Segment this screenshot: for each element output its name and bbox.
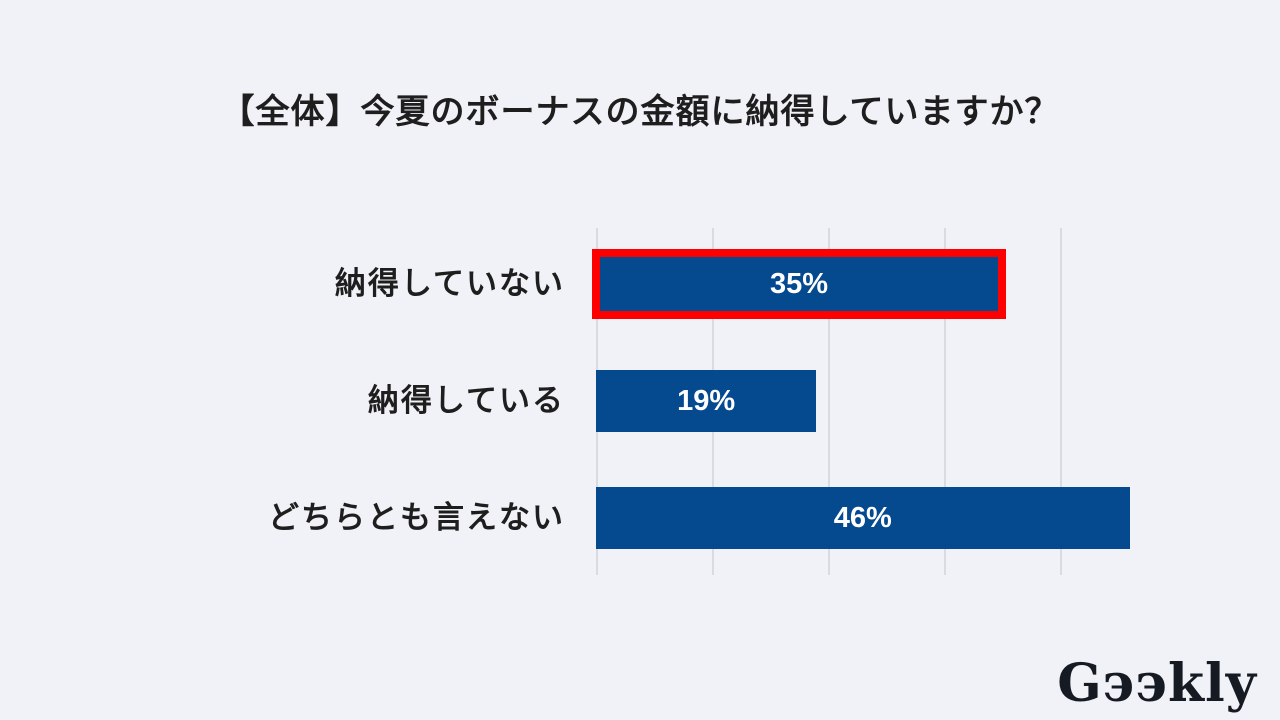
gridline-20-percent (828, 228, 830, 575)
category-label: 納得していない (334, 266, 565, 301)
bar: 19% (596, 370, 817, 432)
category-label: 納得している (367, 383, 565, 418)
chart-title: 【全体】今夏のボーナスの金額に納得していますか？ (220, 93, 1060, 131)
gridline-30-percent (944, 228, 946, 575)
chart-row: どちらとも言えない 46% (268, 487, 1176, 549)
category-label: どちらとも言えない (268, 500, 565, 535)
gridline-40-percent (1060, 228, 1062, 575)
bar-chart-plot-area: 納得していない 35% 納得している 19% どちらとも言えない 46% (268, 228, 1176, 575)
chart-row: 納得している 19% (368, 370, 1176, 432)
bar-value-label: 19% (677, 385, 736, 417)
bar-value-label: 46% (833, 502, 892, 534)
bar: 35% (592, 249, 1006, 319)
geekly-logo: Gээkly (1057, 653, 1257, 714)
bar: 46% (596, 487, 1130, 549)
bar-value-label: 35% (769, 268, 829, 300)
chart-row: 納得していない 35% (335, 249, 1176, 319)
